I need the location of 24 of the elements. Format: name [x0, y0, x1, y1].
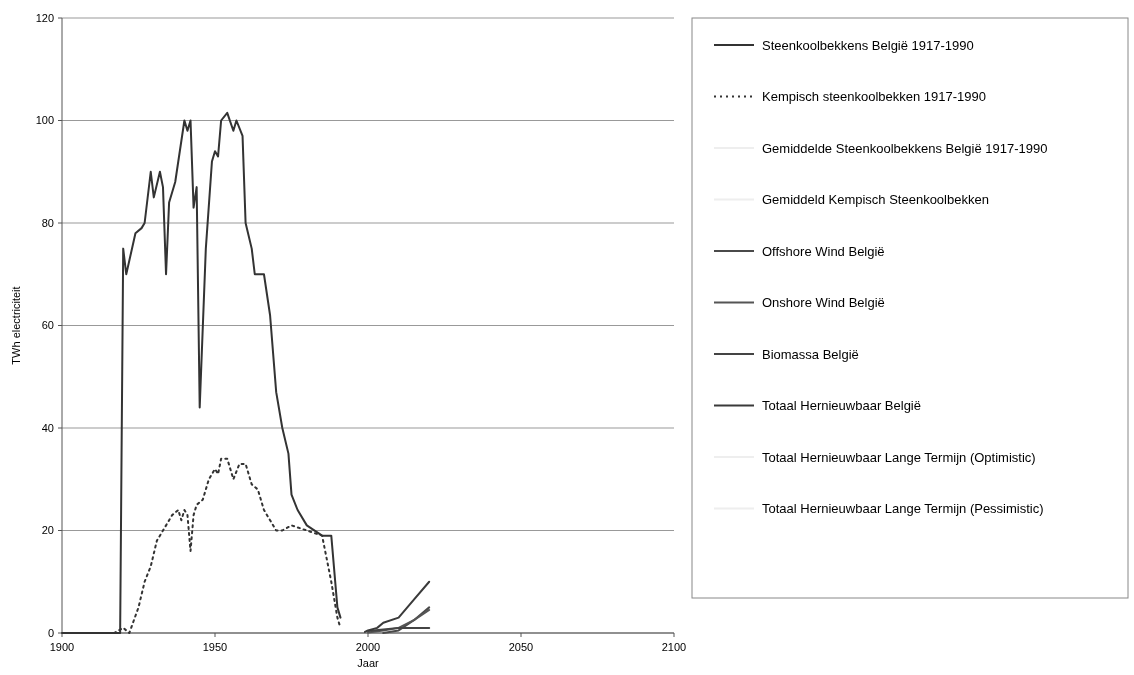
y-tick-label: 20 — [41, 524, 54, 537]
y-tick-label: 40 — [41, 421, 54, 434]
y-tick-label: 60 — [41, 319, 54, 332]
legend-label: Onshore Wind België — [762, 295, 885, 311]
y-tick-label: 0 — [47, 626, 54, 639]
legend-label: Steenkoolbekkens België 1917-1990 — [762, 37, 974, 53]
legend-label: Totaal Hernieuwbaar België — [762, 398, 921, 414]
legend-label: Offshore Wind België — [762, 243, 885, 259]
x-tick-label: 1950 — [202, 641, 228, 653]
x-axis-title: Jaar — [357, 657, 380, 669]
y-tick-label: 100 — [35, 114, 54, 127]
legend-label: Kempisch steenkoolbekken 1917-1990 — [762, 89, 987, 105]
legend-label: Totaal Hernieuwbaar Lange Termijn (Pessimistic) — [762, 501, 1044, 517]
y-tick-label: 80 — [41, 216, 54, 229]
legend-label: Totaal Hernieuwbaar Lange Termijn (Optimistic) — [762, 449, 1036, 465]
x-tick-label: 2050 — [508, 641, 534, 653]
x-tick-label: 2100 — [661, 641, 687, 653]
y-tick-label: 120 — [35, 11, 54, 24]
legend-label: Gemiddelde Steenkoolbekkens België 1917-1990 — [762, 140, 1048, 156]
x-tick-label: 2000 — [355, 641, 381, 653]
legend-label: Biomassa België — [762, 346, 859, 362]
legend-label: Gemiddeld Kempisch Steenkoolbekken — [762, 192, 989, 208]
x-tick-label: 1900 — [49, 641, 75, 653]
y-axis-title: TWh electriciteit — [10, 286, 22, 365]
